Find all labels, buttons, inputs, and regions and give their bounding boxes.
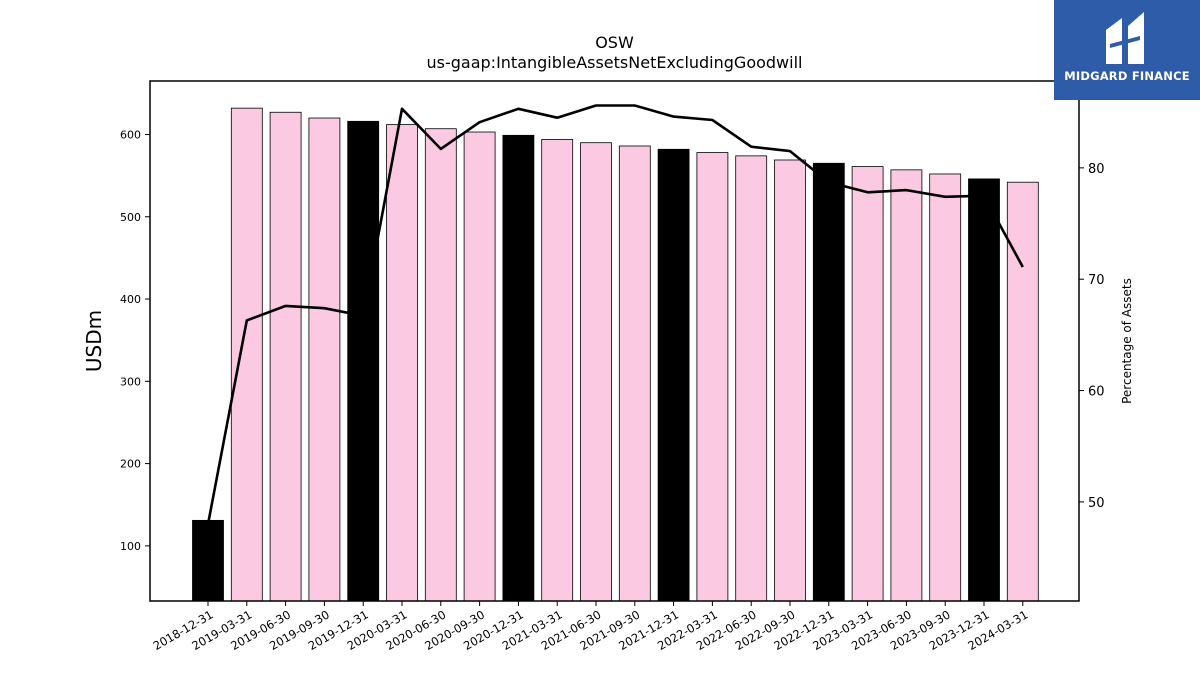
bar xyxy=(696,152,729,602)
y-tick-label: 500 xyxy=(120,211,141,224)
bar xyxy=(851,166,884,602)
bar xyxy=(347,120,380,602)
chart-title: OSW xyxy=(595,33,634,52)
y-tick-label: 400 xyxy=(120,293,141,306)
bar xyxy=(774,159,806,602)
midgard-logo-icon xyxy=(1106,12,1144,64)
bar xyxy=(463,131,496,602)
bar xyxy=(929,173,962,602)
x-axis: 2018-12-312019-03-312019-06-302019-09-30… xyxy=(151,601,1030,653)
y2-tick-label: 70 xyxy=(1088,273,1105,288)
plot-frame xyxy=(149,80,1080,602)
y2-tick-label: 80 xyxy=(1088,162,1105,177)
y-tick-label: 600 xyxy=(120,128,141,141)
bar xyxy=(192,519,224,602)
y2-axis-label: Percentage of Assets xyxy=(1120,278,1134,404)
bar xyxy=(424,128,457,602)
bar xyxy=(968,178,1000,602)
brand-name: MIDGARD FINANCE xyxy=(1064,69,1190,83)
percentage-line xyxy=(206,104,1024,525)
bar xyxy=(230,107,263,602)
bar xyxy=(269,111,302,602)
bar xyxy=(812,162,845,602)
line-series xyxy=(206,104,1024,525)
y2-tick-label: 60 xyxy=(1088,385,1105,400)
bar-series xyxy=(192,107,1039,602)
y2-tick-label: 50 xyxy=(1088,496,1105,511)
bar xyxy=(618,145,651,602)
chart-subtitle: us-gaap:IntangibleAssetsNetExcludingGood… xyxy=(427,53,803,72)
bar xyxy=(308,117,341,602)
y-tick-label: 100 xyxy=(120,540,141,553)
bar xyxy=(657,148,690,602)
bar xyxy=(386,124,418,602)
y-axis-label: USDm xyxy=(82,310,106,372)
bar xyxy=(1006,181,1039,602)
y-tick-label: 300 xyxy=(120,375,141,388)
brand-logo: MIDGARD FINANCE xyxy=(1054,0,1200,100)
bar xyxy=(502,134,535,602)
y-tick-label: 200 xyxy=(120,458,141,471)
bar xyxy=(735,155,768,602)
left-axis: 100 200 300 400 500 600 xyxy=(120,128,150,553)
right-axis: 50 60 70 80 xyxy=(1079,162,1105,511)
bar xyxy=(541,139,574,602)
bar xyxy=(890,169,923,602)
bar xyxy=(580,142,612,602)
